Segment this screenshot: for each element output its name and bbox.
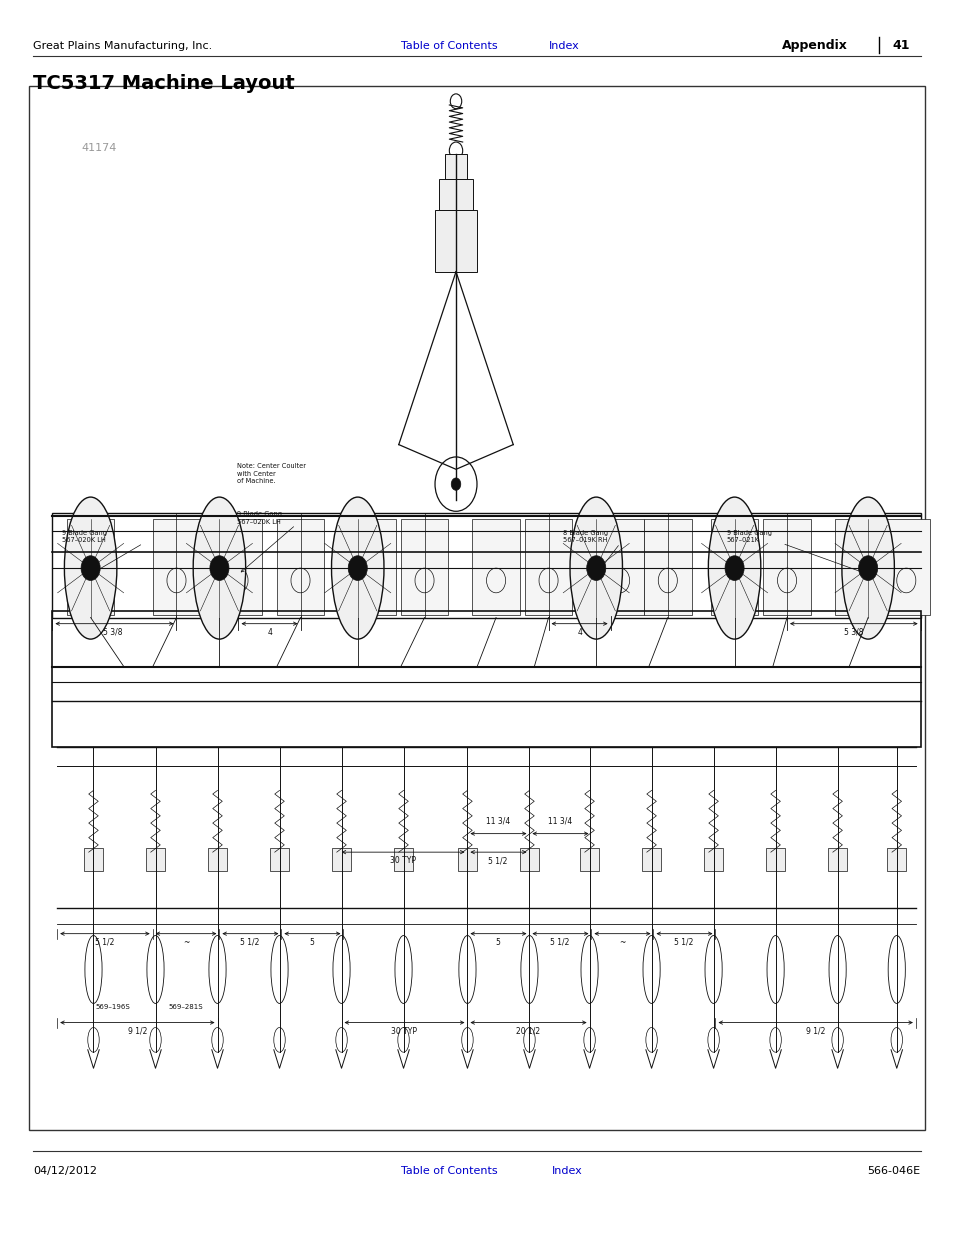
Text: 9 Blade Gang
567–020K LH: 9 Blade Gang 567–020K LH (236, 511, 281, 525)
Text: 11 3/4: 11 3/4 (547, 816, 572, 826)
Bar (882, 519, 929, 615)
Text: 5: 5 (309, 937, 314, 947)
Text: 9 Blade Gang
567–020K LH: 9 Blade Gang 567–020K LH (62, 530, 107, 543)
Text: 9 1/2: 9 1/2 (128, 1026, 147, 1036)
Bar (67, 519, 114, 615)
Bar (52, 611, 920, 747)
Text: 9 Blade Gang
567–021K: 9 Blade Gang 567–021K (726, 530, 771, 543)
Bar (765, 848, 784, 871)
Ellipse shape (569, 496, 621, 640)
Text: 4: 4 (267, 627, 273, 637)
Bar (641, 848, 660, 871)
Text: Index: Index (548, 41, 578, 51)
Text: 5: 5 (495, 937, 500, 947)
Bar (435, 210, 476, 272)
Bar (519, 848, 538, 871)
Text: 569–281S: 569–281S (169, 1004, 203, 1009)
Text: 8 Blade Gang
567–019K RH: 8 Blade Gang 567–019K RH (562, 530, 607, 543)
Text: 4: 4 (577, 627, 582, 637)
Text: Table of Contents: Table of Contents (400, 1166, 497, 1176)
Bar (400, 519, 448, 615)
Bar (710, 519, 758, 615)
Text: Appendix: Appendix (781, 40, 847, 52)
Text: 566-046E: 566-046E (866, 1166, 920, 1176)
Text: ~: ~ (183, 937, 189, 947)
Bar (214, 519, 262, 615)
Bar (457, 848, 476, 871)
Bar (703, 848, 722, 871)
Bar (643, 519, 691, 615)
Text: 5 1/2: 5 1/2 (240, 937, 259, 947)
Text: ~: ~ (618, 937, 624, 947)
Bar (146, 848, 165, 871)
Text: 11 3/4: 11 3/4 (485, 816, 510, 826)
Text: 569–196S: 569–196S (95, 1004, 130, 1009)
Circle shape (858, 556, 877, 580)
Bar (348, 519, 395, 615)
Bar (152, 519, 200, 615)
Text: 5 3/8: 5 3/8 (103, 627, 122, 637)
Text: Index: Index (551, 1166, 581, 1176)
Bar (827, 848, 846, 871)
Bar (270, 848, 289, 871)
Text: 5 3/8: 5 3/8 (843, 627, 862, 637)
Bar (524, 519, 572, 615)
Text: Table of Contents: Table of Contents (400, 41, 497, 51)
Circle shape (724, 556, 743, 580)
Bar (332, 848, 351, 871)
Circle shape (451, 478, 460, 490)
Text: 04/12/2012: 04/12/2012 (33, 1166, 97, 1176)
Text: 9 1/2: 9 1/2 (805, 1026, 824, 1036)
Ellipse shape (65, 496, 117, 640)
Text: 5 1/2: 5 1/2 (550, 937, 569, 947)
Bar (276, 519, 324, 615)
Text: 30 TYP: 30 TYP (389, 856, 416, 866)
Bar (84, 848, 103, 871)
Text: 5 1/2: 5 1/2 (488, 856, 507, 866)
Bar (52, 513, 920, 618)
Bar (394, 848, 413, 871)
Ellipse shape (841, 496, 893, 640)
Circle shape (348, 556, 367, 580)
Bar (596, 519, 643, 615)
Text: Great Plains Manufacturing, Inc.: Great Plains Manufacturing, Inc. (33, 41, 213, 51)
Ellipse shape (707, 496, 760, 640)
Text: 41: 41 (891, 40, 908, 52)
Bar (834, 519, 882, 615)
Text: 30 TYP: 30 TYP (391, 1026, 417, 1036)
Ellipse shape (193, 496, 246, 640)
Bar (208, 848, 227, 871)
Circle shape (81, 556, 100, 580)
Bar (438, 179, 473, 210)
Text: 41174: 41174 (81, 143, 116, 153)
Text: 5 1/2: 5 1/2 (674, 937, 693, 947)
Bar (472, 519, 519, 615)
Bar (444, 154, 467, 179)
Text: Note: Center Coulter
with Center
of Machine.: Note: Center Coulter with Center of Mach… (236, 463, 305, 484)
Circle shape (586, 556, 605, 580)
Bar (579, 848, 598, 871)
Circle shape (210, 556, 229, 580)
Bar (29, 86, 924, 1130)
Text: 20 1/2: 20 1/2 (516, 1026, 540, 1036)
Bar (762, 519, 810, 615)
Ellipse shape (331, 496, 383, 640)
Bar (886, 848, 905, 871)
Text: 5 1/2: 5 1/2 (95, 937, 114, 947)
Text: TC5317 Machine Layout: TC5317 Machine Layout (33, 74, 294, 94)
